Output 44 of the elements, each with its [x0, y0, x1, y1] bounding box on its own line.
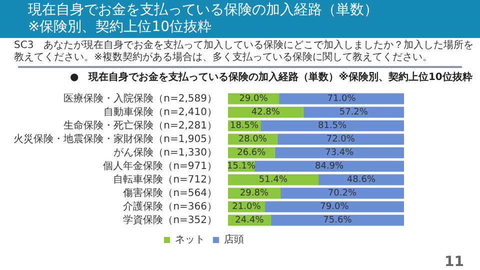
data-label: 29.8%: [240, 188, 269, 199]
text: SC3 あなたが現在自身でお金を支払って加入している保険にどこで加入しましたか？加入した場所を教えてください。※複数契約がある場合は、多く支払っている保険に関して教えてください。: [14, 40, 475, 64]
data-label: 48.6%: [346, 175, 376, 186]
data-label: 18.5%: [230, 121, 260, 132]
data-label: 81.5%: [318, 121, 348, 132]
legend-label: ネット: [175, 234, 205, 246]
bar: [260, 120, 404, 132]
data-label: 79.0%: [320, 202, 350, 212]
y-tick-label: 介護保険（n=366）: [123, 200, 217, 212]
y-tick-label: 自動車保険（n=2,410）: [104, 106, 217, 118]
y-tick-label: 生命保険・死亡保険（n=2,281）: [64, 119, 217, 132]
data-label: 29.0%: [239, 94, 268, 104]
data-label: 28.0%: [238, 134, 268, 145]
data-label: 70.2%: [328, 188, 357, 199]
data-label: 75.6%: [323, 216, 352, 226]
text: ● 現在自身でお金を支払っている保険の加入経路（単数）※保険別、契約上位10位抜粋: [70, 70, 472, 84]
data-label: 71.0%: [327, 94, 356, 104]
data-label: 26.6%: [237, 148, 266, 158]
data-label: 21.0%: [232, 202, 262, 212]
bar: [254, 160, 404, 172]
bar: [277, 134, 404, 145]
data-label: 51.4%: [258, 175, 288, 186]
data-label: 24.4%: [235, 216, 264, 226]
data-label: 72.0%: [326, 134, 356, 145]
text: 11: [444, 254, 464, 270]
bar: [270, 214, 404, 226]
y-tick-label: 個人年金保険（n=971）: [103, 160, 217, 172]
data-label: 84.9%: [314, 162, 344, 172]
chart-title: 現在自身でお金を支払っている保険の加入経路（単数）: [28, 2, 379, 19]
y-tick-label: 医療保険・入院保険（n=2,589）: [64, 92, 217, 104]
bar: [264, 201, 404, 212]
data-label: 73.4%: [325, 148, 354, 158]
data-label: 42.8%: [251, 108, 280, 118]
y-tick-label: 火災保険・地震保険・家財保険（n=1,905）: [14, 132, 217, 145]
bar: [274, 147, 404, 158]
y-tick-label: 学資保険（n=352）: [123, 214, 217, 226]
data-label: 57.2%: [339, 108, 368, 118]
legend-label: 店頭: [224, 234, 244, 246]
y-tick-label: がん保険（n=1,330）: [114, 147, 217, 158]
chart-subtitle: ※保険別、契約上位10位抜粋: [28, 19, 213, 36]
bar: [280, 188, 404, 199]
y-tick-label: 自転車保険（n=712）: [113, 173, 217, 186]
bar: [279, 93, 404, 104]
y-tick-label: 傷害保険（n=564）: [123, 186, 217, 199]
